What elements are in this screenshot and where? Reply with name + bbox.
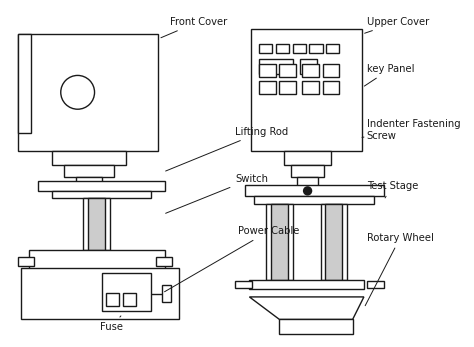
Text: Lifting Rod: Lifting Rod	[165, 127, 289, 171]
Bar	[245, 185, 383, 196]
Bar	[102, 273, 151, 311]
Bar	[321, 204, 347, 280]
Text: Rotary Wheel: Rotary Wheel	[365, 233, 434, 306]
Bar	[302, 64, 319, 77]
Bar	[326, 204, 342, 280]
Bar	[83, 198, 109, 250]
Bar	[155, 256, 173, 266]
Bar	[280, 64, 296, 77]
Bar	[162, 285, 171, 302]
Bar	[86, 193, 92, 197]
Bar	[259, 59, 292, 74]
Bar	[280, 81, 296, 94]
Text: Fuse: Fuse	[100, 316, 123, 332]
Bar	[266, 204, 292, 280]
Bar	[64, 164, 114, 177]
Bar	[302, 81, 319, 94]
Bar	[18, 34, 158, 151]
Bar	[291, 164, 325, 177]
Bar	[18, 256, 35, 266]
Text: Upper Cover: Upper Cover	[365, 17, 429, 33]
Bar	[123, 293, 136, 306]
Bar	[82, 186, 95, 193]
Bar	[62, 269, 132, 278]
Bar	[280, 320, 353, 333]
Circle shape	[303, 186, 312, 196]
Bar	[276, 44, 289, 53]
Text: Test Stage: Test Stage	[367, 181, 418, 198]
Bar	[284, 151, 331, 164]
Bar	[367, 281, 383, 288]
Bar	[235, 281, 252, 288]
Bar	[76, 177, 102, 186]
Bar	[106, 293, 119, 306]
Bar	[254, 196, 374, 204]
Bar	[300, 59, 317, 74]
Bar	[259, 44, 272, 53]
Bar	[249, 280, 364, 289]
Text: Switch: Switch	[165, 174, 268, 213]
Text: Indenter Fastening
Screw: Indenter Fastening Screw	[362, 119, 460, 141]
Bar	[323, 81, 339, 94]
Bar	[88, 198, 105, 250]
Bar	[271, 204, 288, 280]
Bar	[327, 44, 339, 53]
Bar	[21, 268, 179, 320]
Bar	[259, 64, 276, 77]
Bar	[297, 177, 318, 186]
Bar	[251, 29, 362, 151]
Text: Power Cable: Power Cable	[164, 226, 300, 292]
Polygon shape	[249, 297, 364, 320]
Text: Front Cover: Front Cover	[161, 17, 227, 38]
Bar	[323, 64, 339, 77]
Bar	[38, 180, 165, 191]
Bar	[292, 44, 306, 53]
Bar	[18, 34, 31, 133]
Bar	[259, 81, 276, 94]
Bar	[52, 151, 126, 164]
Bar	[310, 44, 323, 53]
Text: key Panel: key Panel	[365, 64, 414, 86]
Bar	[52, 191, 151, 198]
Bar	[29, 250, 165, 269]
